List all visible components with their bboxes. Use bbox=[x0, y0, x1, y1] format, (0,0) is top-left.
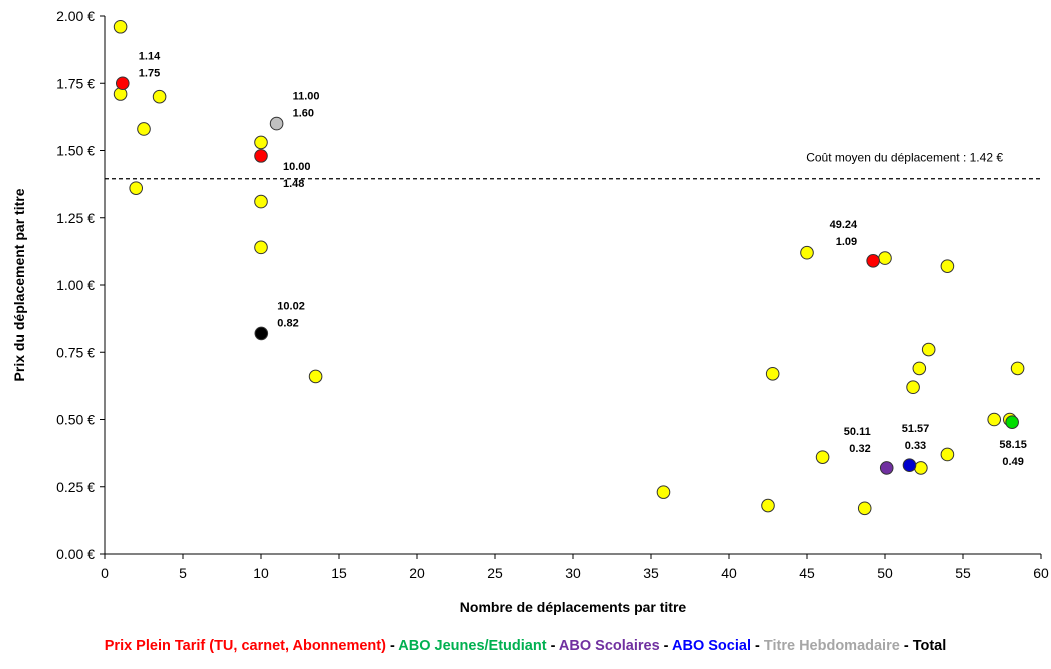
point-y-label: 1.48 bbox=[283, 178, 304, 190]
y-tick-label: 1.50 € bbox=[56, 143, 95, 159]
point-y-label: 0.82 bbox=[277, 317, 298, 329]
data-point bbox=[129, 181, 143, 195]
legend-separator: - bbox=[659, 638, 673, 654]
average-cost-label: Coût moyen du déplacement : 1.42 € bbox=[806, 151, 1003, 165]
point-x-label: 10.00 bbox=[283, 161, 311, 173]
data-point bbox=[254, 135, 268, 150]
highlight-point bbox=[115, 76, 130, 91]
data-point bbox=[308, 369, 323, 384]
data-point bbox=[857, 501, 872, 516]
y-tick-label: 1.75 € bbox=[56, 75, 95, 91]
highlight-point bbox=[254, 149, 268, 163]
data-point bbox=[878, 251, 892, 265]
x-tick-label: 5 bbox=[179, 565, 187, 581]
point-x-label: 11.00 bbox=[293, 91, 320, 103]
data-point bbox=[656, 485, 671, 499]
legend-separator: - bbox=[750, 638, 764, 654]
x-tick-label: 10 bbox=[253, 565, 269, 581]
legend-item: Titre Hebdomadaire bbox=[763, 638, 900, 654]
x-tick-label: 15 bbox=[331, 565, 347, 581]
data-point bbox=[761, 498, 775, 513]
data-point bbox=[254, 240, 268, 255]
data-point bbox=[254, 194, 268, 209]
data-point bbox=[912, 361, 927, 376]
scatter-chart: Coût moyen du déplacement : 1.42 € 1.141… bbox=[11, 8, 1049, 615]
point-x-label: 50.11 bbox=[844, 426, 871, 438]
point-x-label: 10.02 bbox=[277, 300, 305, 312]
legend-item: ABO Social bbox=[672, 638, 751, 654]
data-point bbox=[1010, 361, 1025, 376]
x-tick-label: 40 bbox=[721, 565, 737, 581]
legend-separator: - bbox=[385, 638, 399, 654]
point-y-label: 1.09 bbox=[836, 236, 857, 248]
data-point bbox=[152, 89, 167, 104]
data-point bbox=[906, 380, 920, 395]
y-tick-label: 0.00 € bbox=[56, 546, 95, 562]
y-tick-label: 1.00 € bbox=[56, 277, 95, 293]
point-y-label: 1.60 bbox=[293, 108, 314, 120]
highlight-point bbox=[254, 326, 269, 341]
highlight-point bbox=[269, 116, 284, 131]
highlight-point bbox=[866, 253, 880, 268]
x-tick-label: 0 bbox=[101, 565, 109, 581]
legend-item: Prix Plein Tarif (TU, carnet, Abonnement… bbox=[104, 638, 386, 654]
plot-area bbox=[104, 16, 1041, 555]
point-x-label: 49.24 bbox=[830, 219, 858, 231]
y-tick-label: 2.00 € bbox=[56, 8, 95, 24]
x-tick-label: 45 bbox=[799, 565, 815, 581]
x-tick-label: 50 bbox=[877, 565, 893, 581]
data-point bbox=[765, 366, 780, 381]
x-tick-label: 60 bbox=[1033, 565, 1049, 581]
point-x-label: 1.14 bbox=[139, 50, 161, 62]
x-tick-label: 35 bbox=[643, 565, 659, 581]
point-y-label: 0.49 bbox=[1002, 456, 1023, 468]
legend-separator: - bbox=[899, 638, 913, 654]
x-tick-label: 20 bbox=[409, 565, 425, 581]
x-tick-label: 25 bbox=[487, 565, 503, 581]
y-axis-title: Prix du déplacement par titre bbox=[11, 188, 27, 381]
point-x-label: 51.57 bbox=[902, 423, 930, 435]
point-y-label: 0.32 bbox=[849, 443, 870, 455]
data-point bbox=[800, 245, 814, 260]
legend: Prix Plein Tarif (TU, carnet, Abonnement… bbox=[0, 638, 1051, 654]
data-point bbox=[137, 122, 151, 136]
average-cost-line: Coût moyen du déplacement : 1.42 € bbox=[105, 151, 1041, 180]
point-y-label: 0.33 bbox=[905, 440, 926, 452]
highlight-point bbox=[1005, 415, 1019, 429]
y-tick-label: 0.25 € bbox=[56, 479, 95, 495]
data-point bbox=[940, 259, 955, 273]
axis-ticks: 0 5 10 15 20 25 30 35 40 45 50 55 60 0.00 € 0.25 € 0.50… bbox=[56, 8, 1049, 581]
legend-item: ABO Jeunes/Etudiant bbox=[398, 638, 547, 654]
x-axis-title: Nombre de déplacements par titre bbox=[460, 599, 687, 615]
point-x-label: 58.15 bbox=[999, 439, 1027, 451]
point-y-label: 1.75 bbox=[139, 67, 160, 79]
data-point bbox=[113, 19, 128, 34]
x-tick-label: 55 bbox=[955, 565, 971, 581]
y-tick-label: 1.25 € bbox=[56, 210, 95, 226]
data-point bbox=[940, 447, 955, 462]
highlight-point bbox=[902, 458, 917, 473]
legend-separator: - bbox=[546, 638, 559, 654]
data-point bbox=[987, 412, 1002, 427]
y-tick-label: 0.50 € bbox=[56, 412, 95, 428]
data-point bbox=[921, 342, 936, 357]
data-point bbox=[914, 461, 928, 475]
x-tick-label: 30 bbox=[565, 565, 581, 581]
y-tick-label: 0.75 € bbox=[56, 344, 95, 360]
data-points: 1.14 1.75 10.00 1.48 49.24 1.09 11.00 1.60 10.02… bbox=[113, 19, 1027, 516]
legend-item: Total bbox=[912, 638, 947, 654]
legend-item: ABO Scolaires bbox=[558, 638, 660, 654]
highlight-point bbox=[879, 461, 894, 475]
data-point bbox=[815, 450, 830, 464]
